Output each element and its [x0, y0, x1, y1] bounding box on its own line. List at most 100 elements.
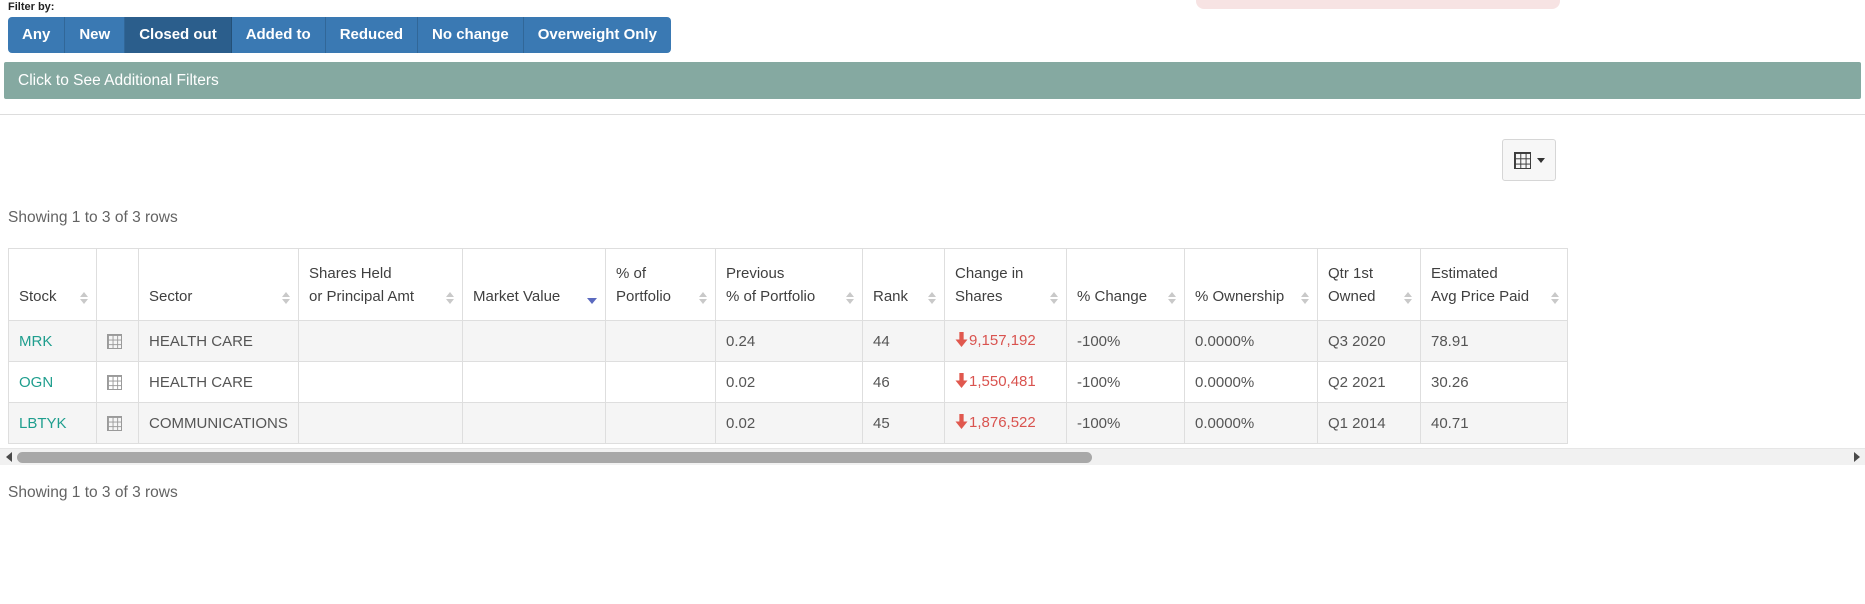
- additional-filters-bar[interactable]: Click to See Additional Filters: [4, 62, 1861, 99]
- filter-button-no-change[interactable]: No change: [418, 17, 524, 53]
- col-estimated-avg-price[interactable]: Estimated Avg Price Paid: [1420, 248, 1568, 321]
- cell-avg-price: 78.91: [1420, 320, 1568, 362]
- stock-link[interactable]: LBTYK: [19, 414, 67, 432]
- cell-shares-held: [298, 402, 463, 444]
- cell-rank: 46: [862, 361, 945, 403]
- cell-qtr-owned: Q2 2021: [1317, 361, 1421, 403]
- table-row[interactable]: MRK HEALTH CARE 0.24 44 9,157,192 -100% …: [8, 320, 1568, 362]
- filter-button-overweight-only[interactable]: Overweight Only: [523, 17, 671, 53]
- table-panel: Showing 1 to 3 of 3 rows Stock Sector: [0, 115, 1865, 604]
- sort-icon[interactable]: [1404, 292, 1412, 304]
- sort-icon[interactable]: [282, 292, 290, 304]
- cell-pct-ownership: 0.0000%: [1184, 361, 1318, 403]
- col-stock[interactable]: Stock: [8, 248, 97, 321]
- sort-icon[interactable]: [446, 292, 454, 304]
- columns-dropdown-button[interactable]: [1502, 139, 1556, 181]
- col-shares-held[interactable]: Shares Held or Principal Amt: [298, 248, 463, 321]
- cell-pct-portfolio: [605, 320, 716, 362]
- cell-sector: HEALTH CARE: [138, 320, 299, 362]
- cell-stock: LBTYK: [8, 402, 97, 444]
- cell-avg-price: 30.26: [1420, 361, 1568, 403]
- cell-grid: [96, 320, 139, 362]
- cell-pct-change: -100%: [1066, 320, 1185, 362]
- col-rowicon: [96, 248, 139, 321]
- header-row: Stock Sector Shares Held or Principal Amt…: [8, 248, 1568, 321]
- top-right-decoration: [1196, 0, 1560, 9]
- cell-change-shares: 9,157,192: [944, 320, 1067, 362]
- stock-link[interactable]: MRK: [19, 332, 53, 350]
- cell-avg-price: 40.71: [1420, 402, 1568, 444]
- cell-qtr-owned: Q3 2020: [1317, 320, 1421, 362]
- sort-icon[interactable]: [1301, 292, 1309, 304]
- horizontal-scrollbar[interactable]: [0, 448, 1865, 465]
- cell-pct-change: -100%: [1066, 361, 1185, 403]
- row-grid-icon[interactable]: [107, 416, 122, 432]
- sort-icon-active-desc[interactable]: [587, 298, 597, 304]
- sort-icon[interactable]: [846, 292, 854, 304]
- filter-button-added-to[interactable]: Added to: [231, 17, 326, 53]
- filter-by-label: Filter by:: [8, 1, 55, 13]
- filter-button-reduced[interactable]: Reduced: [325, 17, 419, 53]
- sort-icon[interactable]: [1050, 292, 1058, 304]
- col-pct-of-portfolio[interactable]: % of Portfolio: [605, 248, 716, 321]
- filter-button-any[interactable]: Any: [8, 17, 66, 53]
- col-qtr-1st-owned[interactable]: Qtr 1st Owned: [1317, 248, 1421, 321]
- filter-button-group: Any New Closed out Added to Reduced No c…: [8, 17, 671, 53]
- cell-sector: HEALTH CARE: [138, 361, 299, 403]
- col-label: Stock: [19, 288, 57, 305]
- sort-icon[interactable]: [80, 292, 88, 304]
- sort-icon[interactable]: [1168, 292, 1176, 304]
- cell-change-shares: 1,876,522: [944, 402, 1067, 444]
- cell-pct-change: -100%: [1066, 402, 1185, 444]
- divider: [0, 114, 1865, 115]
- showing-rows-top: Showing 1 to 3 of 3 rows: [8, 209, 178, 226]
- scrollbar-track[interactable]: [17, 449, 1848, 466]
- scrollbar-right-arrow[interactable]: [1848, 449, 1865, 466]
- chevron-down-icon: [1536, 157, 1545, 163]
- cell-rank: 45: [862, 402, 945, 444]
- cell-pct-ownership: 0.0000%: [1184, 402, 1318, 444]
- cell-shares-held: [298, 361, 463, 403]
- row-grid-icon[interactable]: [107, 375, 122, 391]
- filter-button-closed-out[interactable]: Closed out: [125, 17, 232, 53]
- down-arrow-icon: [955, 372, 968, 388]
- cell-pct-ownership: 0.0000%: [1184, 320, 1318, 362]
- cell-previous-pct: 0.02: [715, 402, 863, 444]
- sort-icon[interactable]: [699, 292, 707, 304]
- cell-sector: COMMUNICATIONS: [138, 402, 299, 444]
- col-sector[interactable]: Sector: [138, 248, 299, 321]
- cell-stock: OGN: [8, 361, 97, 403]
- row-grid-icon[interactable]: [107, 334, 122, 350]
- col-pct-ownership[interactable]: % Ownership: [1184, 248, 1318, 321]
- cell-grid: [96, 402, 139, 444]
- scrollbar-left-arrow[interactable]: [0, 449, 17, 466]
- sort-icon[interactable]: [1551, 292, 1559, 304]
- col-pct-change[interactable]: % Change: [1066, 248, 1185, 321]
- cell-qtr-owned: Q1 2014: [1317, 402, 1421, 444]
- cell-previous-pct: 0.24: [715, 320, 863, 362]
- table-row[interactable]: OGN HEALTH CARE 0.02 46 1,550,481 -100% …: [8, 361, 1568, 403]
- sort-icon[interactable]: [928, 292, 936, 304]
- cell-grid: [96, 361, 139, 403]
- cell-stock: MRK: [8, 320, 97, 362]
- table-row[interactable]: LBTYK COMMUNICATIONS 0.02 45 1,876,522 -…: [8, 402, 1568, 444]
- col-change-in-shares[interactable]: Change in Shares: [944, 248, 1067, 321]
- col-rank[interactable]: Rank: [862, 248, 945, 321]
- cell-market-value: [462, 361, 606, 403]
- holdings-table: Stock Sector Shares Held or Principal Amt…: [8, 248, 1568, 444]
- cell-pct-portfolio: [605, 402, 716, 444]
- cell-shares-held: [298, 320, 463, 362]
- col-previous-pct[interactable]: Previous% of Portfolio: [715, 248, 863, 321]
- cell-previous-pct: 0.02: [715, 361, 863, 403]
- grid-icon: [1513, 151, 1531, 169]
- stock-link[interactable]: OGN: [19, 373, 54, 391]
- cell-market-value: [462, 402, 606, 444]
- cell-change-shares: 1,550,481: [944, 361, 1067, 403]
- filter-button-new[interactable]: New: [65, 17, 126, 53]
- cell-pct-portfolio: [605, 361, 716, 403]
- scrollbar-thumb[interactable]: [17, 451, 1092, 463]
- showing-rows-bottom: Showing 1 to 3 of 3 rows: [8, 484, 178, 501]
- col-market-value[interactable]: Market Value: [462, 248, 606, 321]
- cell-rank: 44: [862, 320, 945, 362]
